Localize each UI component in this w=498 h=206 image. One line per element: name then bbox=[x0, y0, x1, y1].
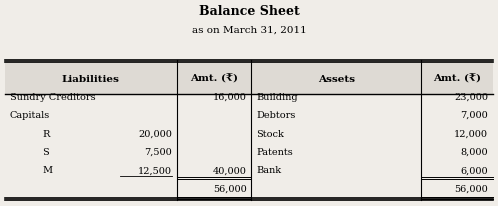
Text: Capitals: Capitals bbox=[10, 111, 50, 119]
Text: 12,000: 12,000 bbox=[454, 129, 488, 138]
Bar bbox=[5, 63, 493, 95]
Text: Debtors: Debtors bbox=[256, 111, 296, 119]
Text: S: S bbox=[42, 147, 49, 156]
Text: 16,000: 16,000 bbox=[213, 92, 247, 101]
Text: 56,000: 56,000 bbox=[213, 184, 247, 193]
Text: Patents: Patents bbox=[256, 147, 293, 156]
Text: Sundry Creditors: Sundry Creditors bbox=[10, 92, 96, 101]
Text: 40,000: 40,000 bbox=[213, 165, 247, 174]
Text: 20,000: 20,000 bbox=[138, 129, 172, 138]
Text: Assets: Assets bbox=[318, 74, 355, 83]
Text: Liabilities: Liabilities bbox=[62, 74, 120, 83]
Text: 7,500: 7,500 bbox=[144, 147, 172, 156]
Text: 8,000: 8,000 bbox=[461, 147, 488, 156]
Text: 6,000: 6,000 bbox=[461, 165, 488, 174]
Text: as on March 31, 2011: as on March 31, 2011 bbox=[192, 26, 306, 35]
Text: Stock: Stock bbox=[256, 129, 284, 138]
Text: M: M bbox=[42, 165, 52, 174]
Text: 12,500: 12,500 bbox=[138, 165, 172, 174]
Text: 23,000: 23,000 bbox=[454, 92, 488, 101]
Text: Bank: Bank bbox=[256, 165, 281, 174]
Text: Balance Sheet: Balance Sheet bbox=[199, 5, 299, 18]
Text: Amt. (₹): Amt. (₹) bbox=[433, 74, 481, 83]
Text: 7,000: 7,000 bbox=[460, 111, 488, 119]
Text: R: R bbox=[42, 129, 50, 138]
Text: 56,000: 56,000 bbox=[454, 184, 488, 193]
Text: Building: Building bbox=[256, 92, 298, 101]
Text: Amt. (₹): Amt. (₹) bbox=[190, 74, 238, 83]
